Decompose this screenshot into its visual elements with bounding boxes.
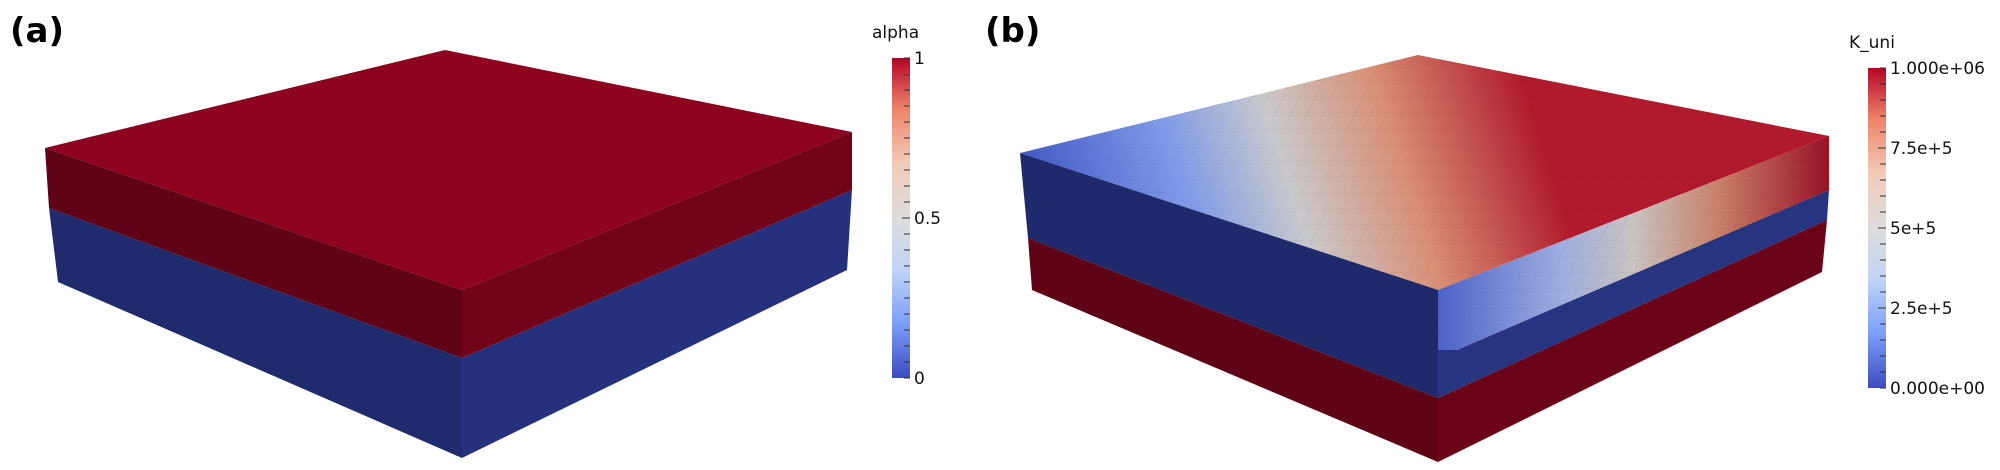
colorbar-a-tick-min: 0	[914, 369, 925, 389]
colorbar-a: alpha 1 0.5 0	[872, 23, 941, 389]
colorbar-b-title: K_uni	[1849, 33, 1895, 53]
colorbar-a-ticks	[902, 57, 910, 379]
slab-a-right-blue	[462, 190, 852, 458]
colorbar-b-tick-5: 0.000e+00	[1890, 379, 1985, 399]
colorbar-b-tick-4: 2.5e+5	[1890, 299, 1953, 319]
slab-b-right-blue	[1438, 190, 1829, 398]
slab-b-left-blue	[1020, 153, 1438, 398]
slab-b-top-mesh	[1020, 55, 1829, 290]
colorbar-b-tick-1: 1.000e+06	[1890, 59, 1985, 79]
slab-a-left-red	[45, 148, 462, 358]
slab-a-left-blue	[49, 208, 462, 458]
colorbar-b-tick-2: 7.5e+5	[1890, 139, 1953, 159]
panel-a-label: (a)	[10, 11, 64, 51]
slab-b-right-red	[1438, 220, 1827, 462]
panel-b-label: (b)	[985, 11, 1040, 51]
colorbar-a-tick-mid: 0.5	[914, 209, 941, 229]
colorbar-b-tick-3: 5e+5	[1890, 219, 1936, 239]
colorbar-b: K_uni 1.000e+06 7.5e+5 5e+5 2.5e+5 0.000…	[1849, 33, 1985, 399]
slab-b	[1020, 55, 1829, 462]
colorbar-b-ticks	[1878, 67, 1886, 389]
colorbar-a-tick-max: 1	[914, 49, 925, 69]
slab-b-right-mesh	[1438, 136, 1829, 350]
panel-a: (a) alpha 1 0.5 0	[10, 11, 941, 458]
colorbar-a-title: alpha	[872, 23, 919, 43]
slab-a-top-face	[45, 50, 852, 290]
slab-a-right-red	[462, 132, 852, 358]
panel-b: (b) K_uni 1.000e+06 7.5e+5 5e+5 2.5e+5	[985, 11, 1985, 462]
slab-b-left-red	[1028, 238, 1438, 462]
slab-a	[45, 50, 852, 458]
